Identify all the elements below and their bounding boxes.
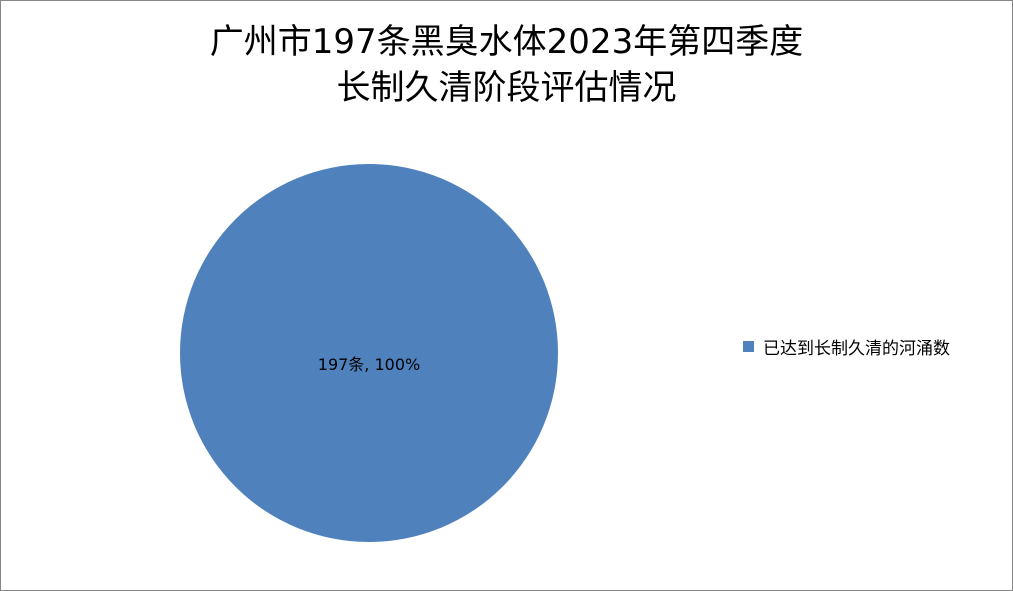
chart-title-line-2: 长制久清阶段评估情况 [336, 68, 677, 108]
chart-title-line-1: 广州市197条黑臭水体2023年第四季度 [209, 22, 804, 62]
chart-title: 广州市197条黑臭水体2023年第四季度 长制久清阶段评估情况 [1, 19, 1012, 111]
pie-slice-0 [180, 164, 558, 542]
legend: 已达到长制久清的河涌数 [743, 334, 950, 359]
legend-swatch [743, 341, 754, 352]
data-label: 197条, 100% [317, 355, 421, 374]
legend-label: 已达到长制久清的河涌数 [763, 339, 950, 359]
